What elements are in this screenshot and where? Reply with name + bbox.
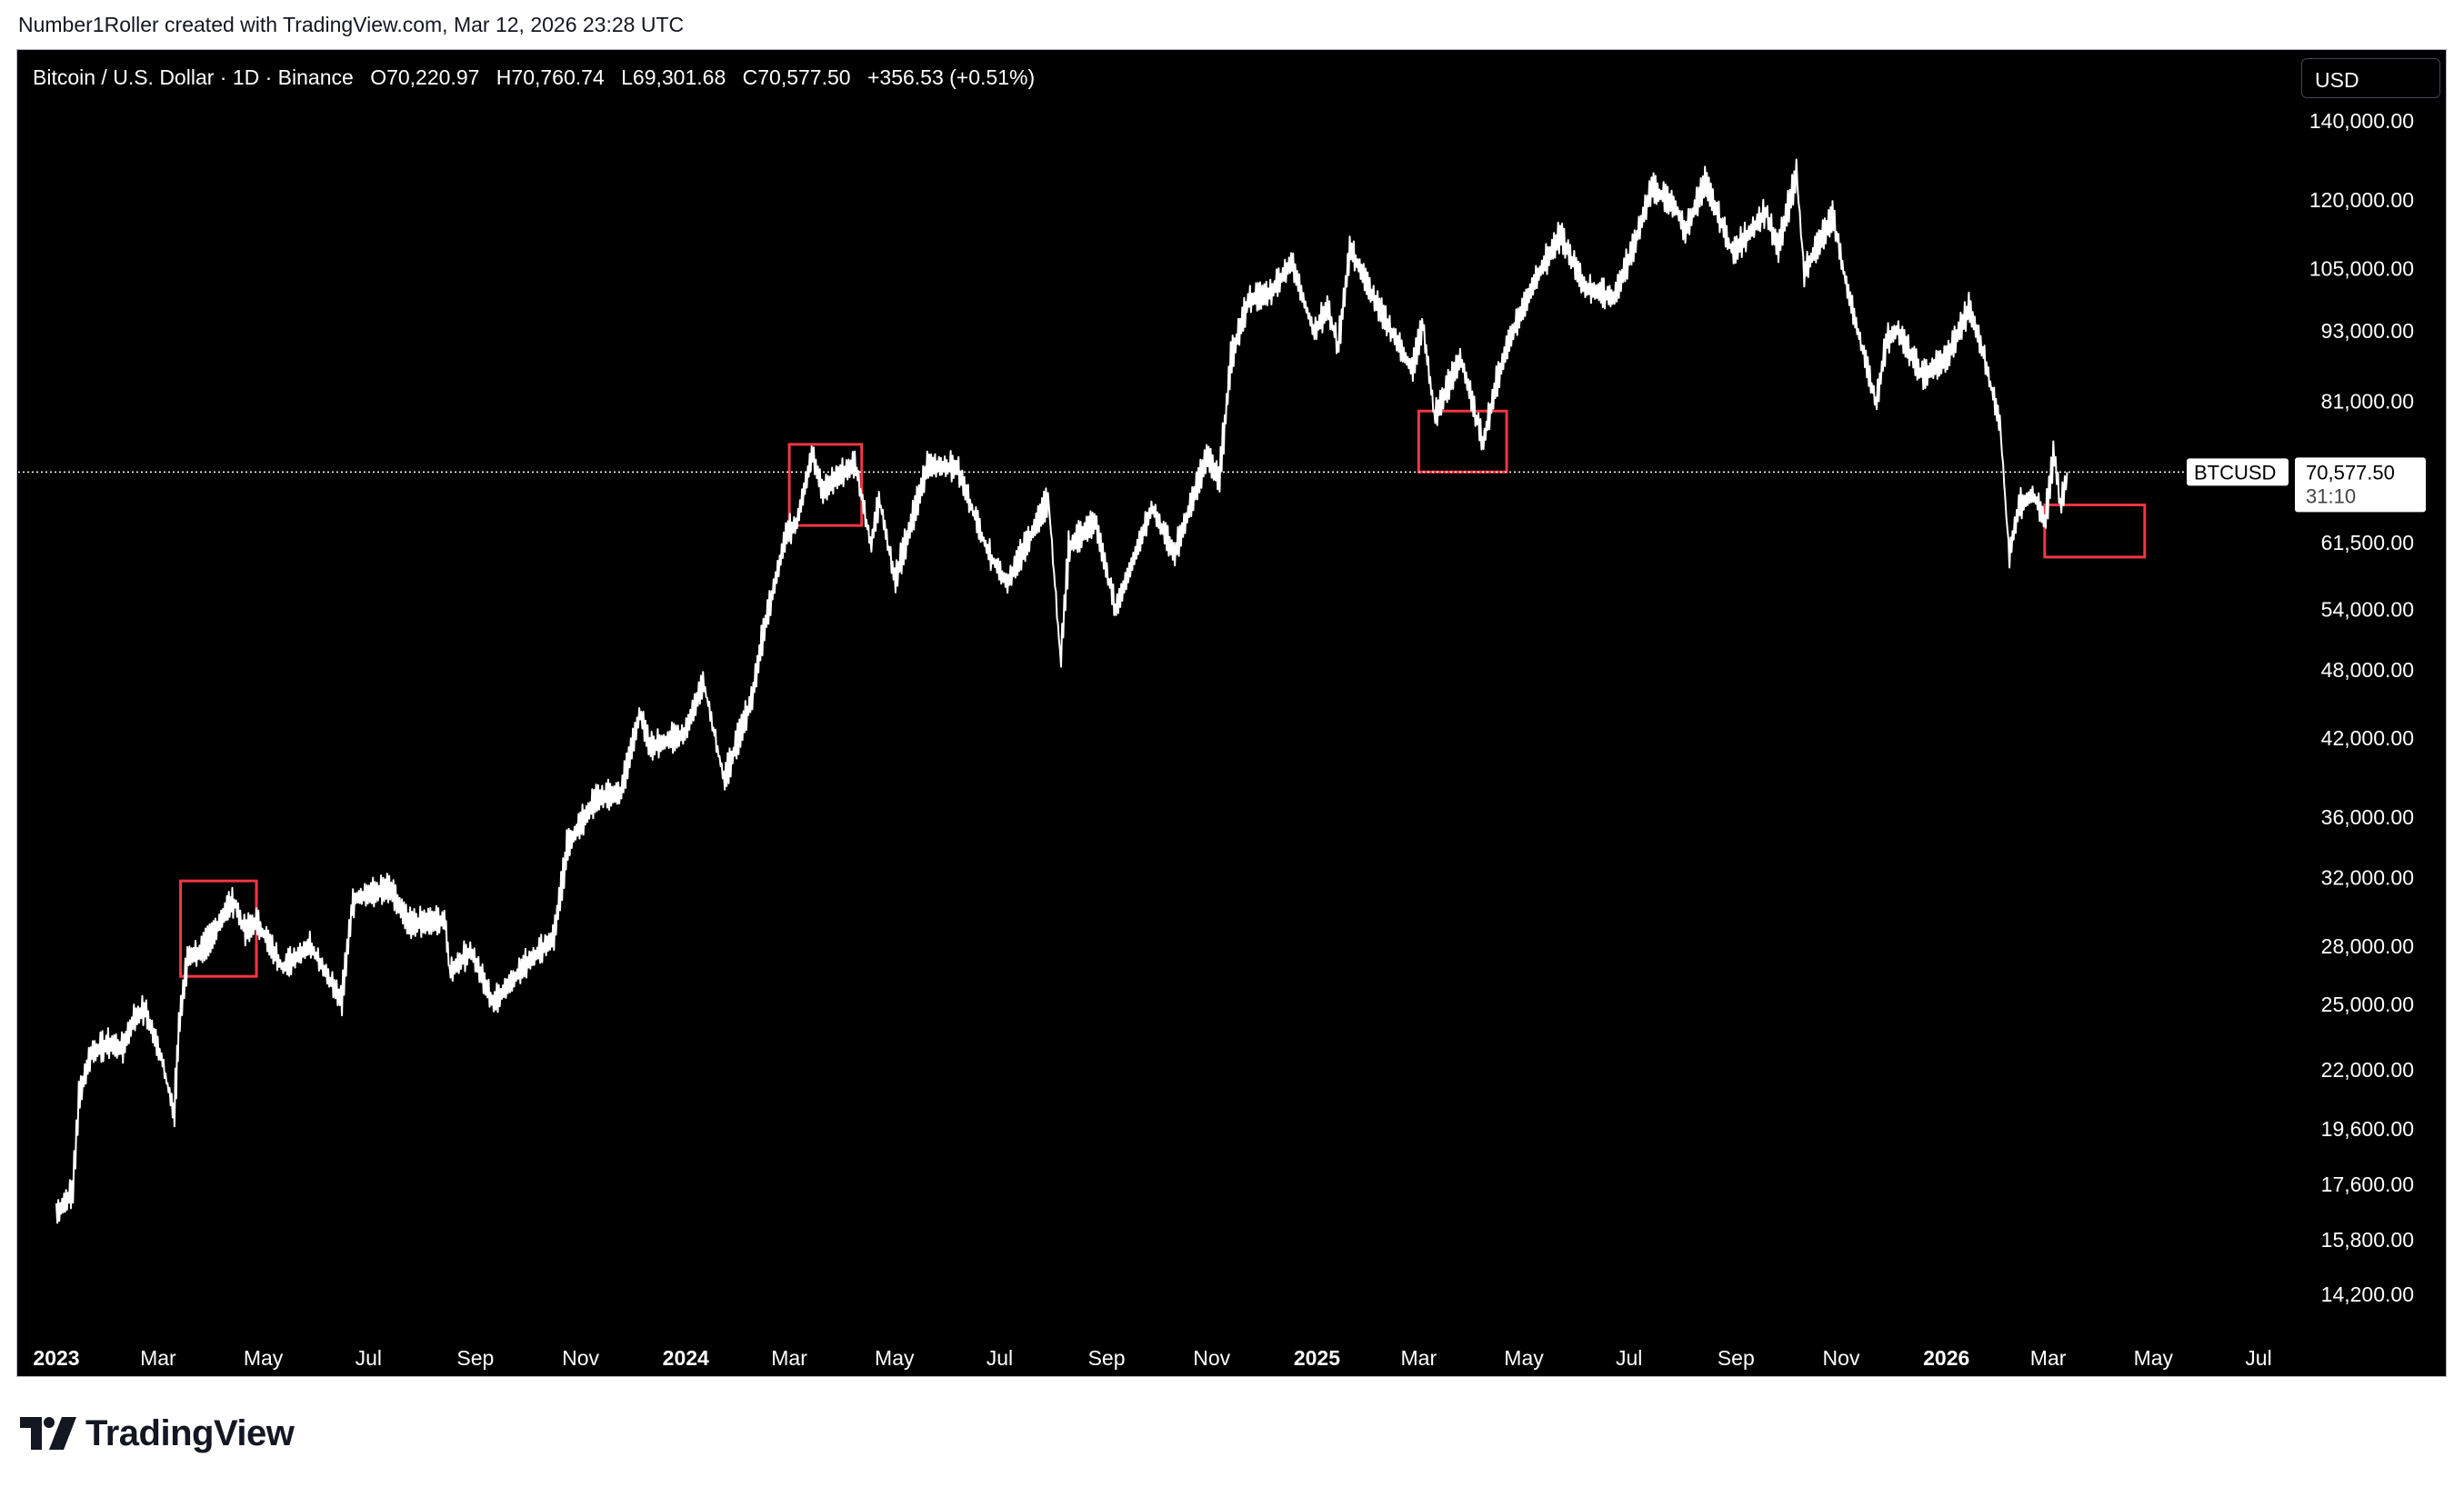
price-series	[55, 158, 2068, 1224]
low-value: L69,301.68	[621, 65, 726, 89]
time-tick-label: Nov	[562, 1346, 599, 1370]
time-tick-label: Mar	[1401, 1346, 1437, 1370]
time-tick-label: Mar	[771, 1346, 807, 1370]
time-tick-label: Mar	[2030, 1346, 2067, 1370]
time-tick-label: Sep	[1718, 1346, 1755, 1370]
time-tick-label: Nov	[1193, 1346, 1230, 1370]
close-value: C70,577.50	[742, 65, 851, 89]
price-tick-label: 140,000.00	[2309, 109, 2414, 133]
price-tick-label: 32,000.00	[2321, 866, 2414, 890]
price-tag-bg	[2295, 457, 2426, 513]
price-tick-label: 120,000.00	[2309, 188, 2414, 212]
time-tick-label: Jul	[356, 1346, 382, 1370]
price-tick-label: 15,800.00	[2321, 1228, 2414, 1252]
highlight-box[interactable]	[787, 443, 864, 527]
price-tick-label: 25,000.00	[2321, 993, 2414, 1016]
highlight-boxes	[179, 409, 2147, 978]
chart-frame[interactable]	[16, 49, 2447, 1377]
price-tick-label: 36,000.00	[2321, 805, 2414, 829]
tradingview-logo-icon	[20, 1417, 76, 1450]
price-tick-label: 81,000.00	[2321, 390, 2414, 414]
time-tick-label: Sep	[1088, 1346, 1126, 1370]
time-tick-label: Jul	[1616, 1346, 1642, 1370]
open-value: O70,220.97	[370, 65, 480, 89]
time-tick-label: Jul	[987, 1346, 1013, 1370]
price-tick-label: 61,500.00	[2321, 531, 2414, 554]
time-tick-label: 2023	[33, 1346, 79, 1370]
time-tick-label: Sep	[456, 1346, 494, 1370]
time-tick-label: Nov	[1823, 1346, 1860, 1370]
time-tick-label: May	[244, 1346, 284, 1370]
change-value: +356.53 (+0.51%)	[866, 65, 1036, 89]
chart-credit: Number1Roller created with TradingView.c…	[18, 13, 685, 36]
time-tick-label: May	[1504, 1346, 1544, 1370]
ticker-tag-bg	[2187, 458, 2289, 486]
ohlc-legend: Bitcoin / U.S. Dollar · 1D · Binance O70…	[33, 65, 1046, 90]
price-tick-label: 54,000.00	[2321, 597, 2414, 621]
price-tick-label: 22,000.00	[2321, 1058, 2414, 1082]
currency-button[interactable]: USD	[2301, 58, 2440, 98]
time-tick-label: Mar	[140, 1346, 176, 1370]
price-tag-value: 70,577.50	[2306, 461, 2395, 484]
tradingview-logo[interactable]: TradingView	[20, 1412, 295, 1453]
price-tick-label: 42,000.00	[2321, 726, 2414, 750]
price-axis: 140,000.00 120,000.00 105,000.00 93,000.00 8…	[2309, 109, 2414, 1306]
tradingview-logo-text: TradingView	[85, 1412, 295, 1453]
time-tick-label: May	[2134, 1346, 2174, 1370]
price-tag-group: BTCUSD 70,577.50 31:10	[18, 457, 2426, 513]
time-tick-label: 2025	[1294, 1346, 1340, 1370]
price-tick-label: 17,600.00	[2321, 1173, 2414, 1196]
price-tick-label: 93,000.00	[2321, 319, 2414, 343]
candle-countdown: 31:10	[2306, 484, 2356, 507]
price-tick-label: 28,000.00	[2321, 934, 2414, 958]
highlight-box[interactable]	[2043, 504, 2147, 559]
time-tick-label: 2024	[663, 1346, 709, 1370]
price-tick-label: 48,000.00	[2321, 658, 2414, 682]
price-tick-label: 19,600.00	[2321, 1117, 2414, 1141]
time-axis: 2023 Mar May Jul Sep Nov 2024 Mar May Jul Sep Nov 20…	[33, 1346, 2271, 1370]
time-tick-label: Jul	[2245, 1346, 2271, 1370]
high-value: H70,760.74	[496, 65, 605, 89]
time-tick-label: May	[875, 1346, 915, 1370]
price-tick-label: 14,200.00	[2321, 1282, 2414, 1306]
highlight-box[interactable]	[1417, 409, 1508, 474]
price-line[interactable]	[55, 158, 2068, 1224]
ticker-tag: BTCUSD	[2194, 461, 2276, 484]
time-tick-label: 2026	[1923, 1346, 1969, 1370]
price-tick-label: 105,000.00	[2309, 256, 2414, 280]
symbol-title[interactable]: Bitcoin / U.S. Dollar · 1D · Binance	[33, 65, 354, 89]
